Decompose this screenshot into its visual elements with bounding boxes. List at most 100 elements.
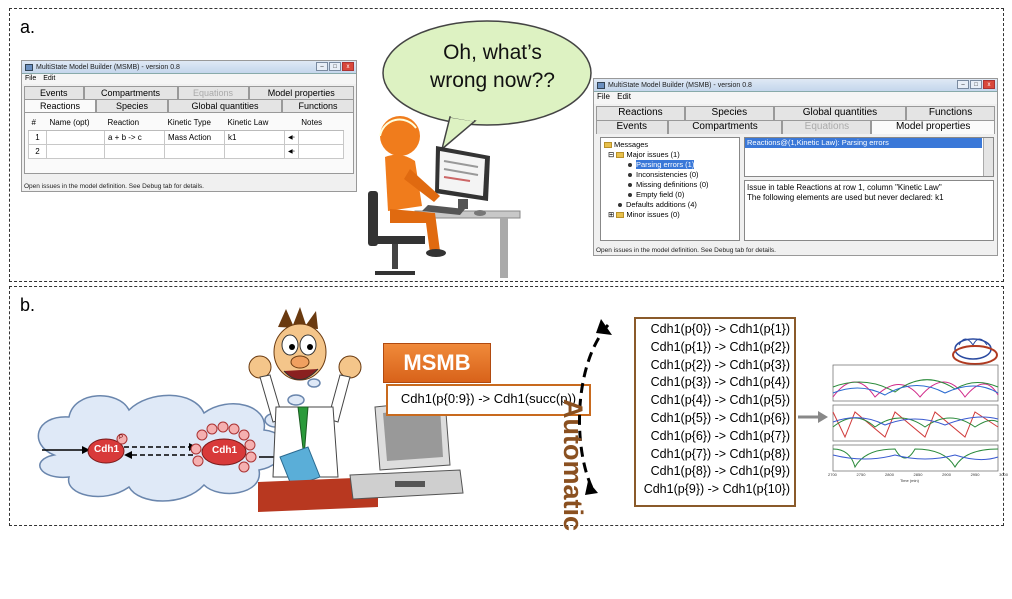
tab-species[interactable]: Species: [96, 99, 168, 112]
tab-compartments[interactable]: Compartments: [83, 86, 178, 99]
col-header-notes: Notes: [298, 115, 344, 131]
bullet-icon: [628, 193, 632, 198]
window-titlebar: MultiState Model Builder (MSMB) - versio…: [22, 61, 356, 74]
close-button[interactable]: x: [342, 62, 354, 71]
tab-row-bottom: Events Compartments Equations Model prop…: [596, 120, 995, 134]
expanded-rule: Cdh1(p{1}) -> Cdh1(p{2}): [650, 339, 790, 354]
tab-model-properties[interactable]: Model properties: [248, 86, 354, 99]
tree-node-parsing[interactable]: Parsing errors (1): [604, 160, 736, 170]
issue-list-scrollbar[interactable]: [983, 138, 993, 176]
maximize-button[interactable]: □: [970, 80, 982, 89]
cell-notes[interactable]: [297, 129, 345, 145]
close-button[interactable]: x: [983, 80, 995, 89]
tab-compartments[interactable]: Compartments: [667, 120, 783, 134]
simulation-plots: [832, 338, 999, 472]
app-icon: [25, 64, 33, 71]
expanded-rule: Cdh1(p{9}) -> Cdh1(p{10}): [643, 482, 790, 497]
tab-equations[interactable]: Equations: [782, 120, 872, 134]
expanded-rule: Cdh1(p{5}) -> Cdh1(p{6}): [650, 410, 790, 425]
menu-file[interactable]: File: [597, 92, 610, 101]
cell-kinetic-law[interactable]: [224, 143, 285, 159]
msmb-window-right: MultiState Model Builder (MSMB) - versio…: [593, 78, 998, 256]
tree-node-major[interactable]: ⊟ Major issues (1): [608, 150, 680, 159]
bullet-icon: [628, 173, 632, 178]
cell-reaction[interactable]: [104, 143, 165, 159]
tree-node-missing[interactable]: Missing definitions (0): [604, 180, 736, 190]
tab-reactions[interactable]: Reactions: [24, 99, 96, 112]
menu-edit[interactable]: Edit: [43, 75, 56, 82]
x-tick: 2800: [885, 472, 894, 477]
tab-events[interactable]: Events: [24, 86, 84, 99]
tab-species[interactable]: Species: [684, 106, 774, 120]
tree-node-defaults[interactable]: Defaults additions (4): [604, 200, 736, 210]
minimize-button[interactable]: –: [316, 62, 328, 71]
selected-issue[interactable]: Reactions@(1,Kinetic Law): Parsing error…: [745, 138, 982, 148]
col-header-editor: [284, 115, 299, 131]
cdh1-phospho-label: Cdh1: [212, 445, 237, 456]
tab-row-bottom: Reactions Species Global quantities Func…: [24, 99, 354, 112]
cell-kinetic-type[interactable]: Mass Action: [164, 129, 225, 145]
window-title: MultiState Model Builder (MSMB) - versio…: [36, 64, 180, 71]
folder-icon: [616, 212, 625, 219]
expanded-rule: Cdh1(p{3}) -> Cdh1(p{4}): [650, 375, 790, 390]
menu-bar: File Edit: [22, 74, 356, 84]
expanded-rule: Cdh1(p{8}) -> Cdh1(p{9}): [650, 464, 790, 479]
phospho-label: P: [119, 435, 124, 441]
reactions-table-panel: # Name (opt) Reaction Kinetic Type Kinet…: [24, 112, 354, 174]
cell-kinetic-type[interactable]: [164, 143, 225, 159]
minimize-button[interactable]: –: [957, 80, 969, 89]
x-tick: 2700: [828, 472, 837, 477]
arrow-icon: [798, 411, 828, 423]
tree-node-empty[interactable]: Empty field (0): [604, 190, 736, 200]
status-bar: Open issues in the model definition. See…: [596, 247, 776, 254]
cell-name[interactable]: [46, 143, 105, 159]
expanded-rule: Cdh1(p{4}) -> Cdh1(p{5}): [650, 393, 790, 408]
excited-user-illustration: [248, 307, 378, 512]
tab-model-properties[interactable]: Model properties: [871, 120, 995, 134]
tree-node-messages[interactable]: Messages: [604, 140, 736, 150]
table-row[interactable]: 1 a + b -> c Mass Action k1 ◀▫: [28, 129, 345, 145]
msmb-window-left: MultiState Model Builder (MSMB) - versio…: [21, 60, 357, 192]
tab-global-quantities[interactable]: Global quantities: [168, 99, 282, 112]
tab-row-top: Reactions Species Global quantities Func…: [596, 106, 995, 120]
cell-kinetic-law-error[interactable]: k1: [224, 129, 285, 145]
menu-file[interactable]: File: [25, 75, 37, 82]
panel-a-label: a.: [20, 17, 36, 37]
cell-reaction[interactable]: a + b -> c: [104, 129, 165, 145]
expanded-rule: Cdh1(p{7}) -> Cdh1(p{8}): [650, 446, 790, 461]
frustrated-user-illustration: [368, 116, 521, 278]
tab-equations[interactable]: Equations: [177, 86, 249, 99]
tab-global-quantities[interactable]: Global quantities: [773, 106, 907, 120]
compact-rule: Cdh1(p{0:9}) -> Cdh1(succ(p)): [386, 384, 591, 416]
expanded-rule: Cdh1(p{2}) -> Cdh1(p{3}): [650, 357, 790, 372]
row-number: 1: [28, 129, 47, 145]
issue-detail-line: Issue in table Reactions at row 1, colum…: [747, 183, 942, 192]
panel-b-label: b.: [20, 295, 36, 315]
cell-notes[interactable]: [297, 143, 345, 159]
maximize-button[interactable]: □: [329, 62, 341, 71]
issue-list: Reactions@(1,Kinetic Law): Parsing error…: [744, 137, 994, 177]
tab-events[interactable]: Events: [596, 120, 668, 134]
msmb-badge: MSMB: [383, 343, 491, 383]
table-row[interactable]: 2 ◀▫: [28, 143, 345, 159]
expanded-rule: Cdh1(p{0}) -> Cdh1(p{1}): [650, 322, 790, 336]
expanded-rule: Cdh1(p{6}) -> Cdh1(p{7}): [650, 428, 790, 443]
x-tick: 2850: [913, 472, 923, 477]
panel-a: a. MultiState Model Builder (MSMB) - ver…: [9, 8, 1004, 282]
tree-node-inconsistencies[interactable]: Inconsistencies (0): [604, 170, 736, 180]
automatic-expansion-arrow: [577, 319, 612, 495]
x-tick: 3000: [999, 472, 1008, 477]
editor-icon[interactable]: ◀▫: [284, 129, 299, 145]
tree-node-minor[interactable]: ⊞ Minor issues (0): [608, 210, 680, 219]
bullet-icon: [618, 203, 622, 208]
bullet-icon: [628, 163, 632, 168]
tab-functions[interactable]: Functions: [282, 99, 354, 112]
menu-edit[interactable]: Edit: [617, 92, 631, 101]
tab-reactions[interactable]: Reactions: [596, 106, 685, 120]
editor-icon[interactable]: ◀▫: [284, 143, 299, 159]
issue-detail-line: The following elements are used but neve…: [747, 193, 944, 202]
cell-name[interactable]: [46, 129, 105, 145]
menu-bar: File Edit: [594, 92, 997, 104]
tab-functions[interactable]: Functions: [906, 106, 995, 120]
app-icon: [597, 82, 605, 89]
